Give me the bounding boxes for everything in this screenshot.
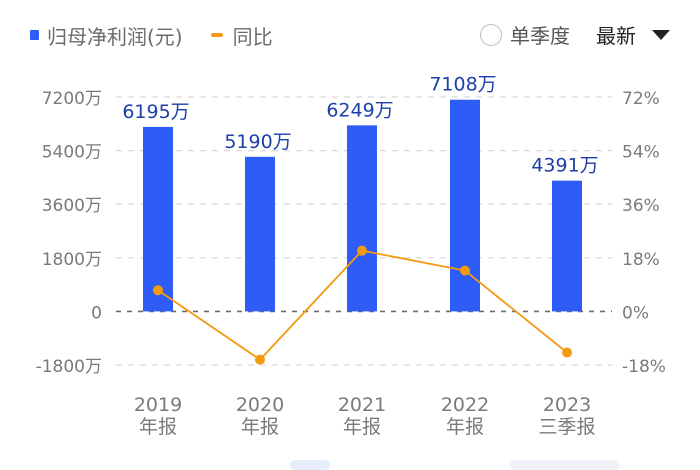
bar[interactable] <box>450 99 480 312</box>
bar[interactable] <box>143 126 173 312</box>
yoy-point[interactable] <box>357 245 367 256</box>
caret-down-icon <box>652 29 670 40</box>
right-tick-label: -18% <box>622 357 666 377</box>
x-tick-label: 2021 <box>338 394 386 416</box>
left-tick-label: 3600万 <box>42 196 102 216</box>
left-tick-label: -1800万 <box>36 357 102 377</box>
chart-controls: 单季度 最新 <box>480 20 670 49</box>
period-dropdown[interactable]: 最新 <box>596 20 670 49</box>
yoy-point[interactable] <box>460 265 470 276</box>
x-tick-label: 年报 <box>343 416 381 438</box>
right-tick-label: 36% <box>622 196 660 216</box>
x-tick-label: 2020 <box>236 394 284 416</box>
bottom-tab-hint <box>510 460 620 470</box>
single-quarter-radio[interactable] <box>480 23 502 46</box>
yoy-point[interactable] <box>562 347 572 358</box>
bar-value-label: 6195万 <box>122 101 189 123</box>
x-tick-label: 2023 <box>543 394 591 416</box>
legend-label-net-profit: 归母净利润(元) <box>47 24 183 49</box>
right-tick-label: 18% <box>622 250 660 270</box>
x-tick-label: 三季报 <box>538 416 595 438</box>
bar[interactable] <box>245 156 275 312</box>
grid-lines <box>116 96 612 366</box>
left-tick-label: 5400万 <box>42 143 102 163</box>
bar-value-label: 4391万 <box>531 155 598 177</box>
left-axis: 7200万 5400万 3600万 1800万 0 -1800万 <box>36 89 102 377</box>
line-swatch-icon <box>210 33 223 37</box>
yoy-point[interactable] <box>153 285 163 296</box>
x-tick-label: 2022 <box>441 394 489 416</box>
left-tick-label: 7200万 <box>42 89 102 109</box>
x-tick-label: 年报 <box>241 416 279 438</box>
x-tick-label: 年报 <box>139 416 177 438</box>
bottom-tab-hint <box>290 460 330 470</box>
bar-value-label: 6249万 <box>326 99 393 121</box>
bar-value-label: 7108万 <box>429 74 496 96</box>
chart-legend: 归母净利润(元) 同比 <box>30 21 293 50</box>
bar[interactable] <box>347 125 377 312</box>
yoy-line-series <box>153 245 572 365</box>
legend-item-net-profit[interactable]: 归母净利润(元) <box>30 21 183 50</box>
period-dropdown-label: 最新 <box>596 24 636 48</box>
right-tick-label: 0% <box>622 303 649 323</box>
right-axis: 72% 54% 36% 18% 0% -18% <box>622 89 666 377</box>
bar-swatch-icon <box>30 30 39 40</box>
bar-series <box>143 99 582 312</box>
right-tick-label: 54% <box>622 143 660 163</box>
bar[interactable] <box>552 180 582 312</box>
single-quarter-label[interactable]: 单季度 <box>510 24 570 48</box>
left-tick-label: 1800万 <box>42 250 102 270</box>
bar-value-label: 5190万 <box>224 131 291 153</box>
right-tick-label: 72% <box>622 89 660 109</box>
left-tick-label: 0 <box>91 303 102 323</box>
x-tick-label: 2019 <box>134 394 182 416</box>
x-tick-label: 年报 <box>446 416 484 438</box>
bar-value-labels: 6195万 5190万 6249万 7108万 4391万 <box>122 74 598 177</box>
legend-label-yoy: 同比 <box>232 24 273 49</box>
legend-item-yoy[interactable]: 同比 <box>210 21 273 50</box>
yoy-point[interactable] <box>255 354 265 365</box>
